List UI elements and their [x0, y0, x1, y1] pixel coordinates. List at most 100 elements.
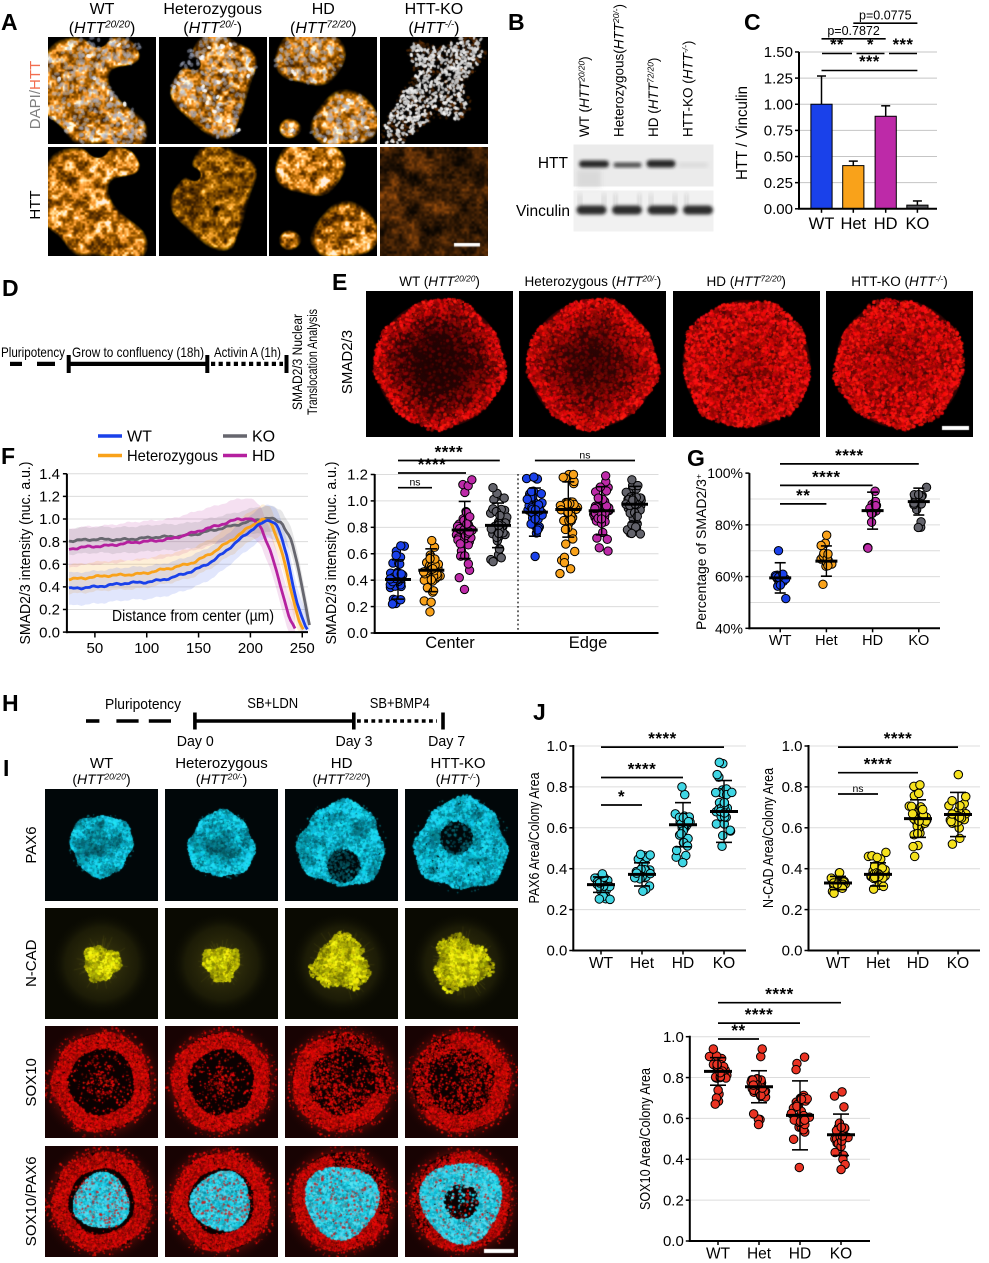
svg-text:0.2: 0.2 — [347, 599, 368, 616]
svg-text:Day 0: Day 0 — [177, 733, 214, 750]
svg-text:Heterozygous: Heterozygous — [163, 1, 262, 18]
svg-text:KO: KO — [905, 215, 929, 233]
svg-text:I: I — [3, 755, 9, 781]
svg-text:Het: Het — [815, 633, 838, 649]
svg-text:0.0: 0.0 — [663, 1233, 684, 1250]
svg-text:WT (HTT20/20): WT (HTT20/20) — [399, 274, 480, 289]
svg-text:Percentage of SMAD2/3+: Percentage of SMAD2/3+ — [693, 474, 709, 630]
svg-text:HTT / Vinculin: HTT / Vinculin — [734, 86, 751, 180]
svg-text:80%: 80% — [715, 517, 743, 533]
svg-text:HD: HD — [862, 633, 883, 649]
svg-text:ns: ns — [852, 783, 863, 795]
svg-text:100: 100 — [134, 640, 159, 657]
svg-text:Translocation Analysis: Translocation Analysis — [305, 309, 320, 415]
svg-text:0.0: 0.0 — [782, 943, 803, 960]
svg-text:200: 200 — [238, 640, 263, 657]
svg-text:0.8: 0.8 — [39, 534, 60, 551]
svg-text:**: ** — [830, 36, 844, 54]
svg-text:Heterozygous: Heterozygous — [127, 448, 218, 465]
svg-text:SOX10 Area/Colony Area: SOX10 Area/Colony Area — [637, 1067, 654, 1210]
svg-text:60%: 60% — [715, 569, 743, 585]
svg-text:Het: Het — [866, 955, 891, 972]
svg-text:SB+LDN: SB+LDN — [247, 696, 298, 712]
svg-text:1.0: 1.0 — [347, 493, 368, 510]
svg-text:HTT-KO (HTT-/-): HTT-KO (HTT-/-) — [851, 274, 947, 289]
svg-text:KO: KO — [252, 429, 275, 446]
svg-text:KO: KO — [908, 633, 929, 649]
svg-text:B: B — [508, 9, 525, 35]
svg-text:PAX6: PAX6 — [23, 826, 40, 863]
svg-text:Heterozygous(HTT20/-): Heterozygous(HTT20/-) — [611, 4, 626, 137]
svg-text:1.0: 1.0 — [39, 511, 60, 528]
svg-text:WT: WT — [809, 215, 835, 233]
svg-text:HD: HD — [874, 215, 898, 233]
svg-text:0.0: 0.0 — [39, 624, 60, 641]
svg-text:0.2: 0.2 — [39, 602, 60, 619]
svg-text:0.2: 0.2 — [663, 1192, 684, 1209]
svg-text:F: F — [1, 443, 15, 469]
svg-text:ns: ns — [579, 450, 590, 462]
svg-text:SMAD2/3 Nuclear: SMAD2/3 Nuclear — [290, 314, 305, 410]
svg-text:E: E — [332, 269, 347, 295]
svg-text:Day 3: Day 3 — [336, 733, 373, 750]
svg-text:0.4: 0.4 — [546, 861, 567, 878]
svg-text:(HTT72/20): (HTT72/20) — [312, 771, 370, 787]
svg-text:Het: Het — [630, 955, 655, 972]
svg-text:HD: HD — [331, 755, 353, 772]
svg-text:D: D — [2, 275, 19, 301]
svg-text:N-CAD Area/Colony Area: N-CAD Area/Colony Area — [760, 767, 777, 908]
svg-text:HD (HTT72/20): HD (HTT72/20) — [646, 58, 661, 137]
svg-text:HD (HTT72/20): HD (HTT72/20) — [706, 274, 785, 289]
svg-text:0.6: 0.6 — [663, 1111, 684, 1128]
svg-text:G: G — [687, 445, 705, 471]
svg-text:(HTT-/-): (HTT-/-) — [408, 20, 459, 37]
svg-text:****: **** — [648, 729, 676, 748]
svg-text:KO: KO — [830, 1246, 852, 1263]
svg-text:HTT: HTT — [538, 155, 569, 172]
svg-text:(HTT72/20): (HTT72/20) — [290, 20, 357, 37]
svg-text:ns: ns — [409, 477, 420, 489]
svg-text:0.4: 0.4 — [39, 579, 60, 596]
svg-text:SOX10/PAX6: SOX10/PAX6 — [23, 1156, 40, 1246]
svg-text:1.0: 1.0 — [546, 738, 567, 755]
svg-text:WT: WT — [769, 633, 792, 649]
svg-text:SB+BMP4: SB+BMP4 — [370, 696, 430, 712]
svg-text:Grow to confluency (18h): Grow to confluency (18h) — [72, 344, 204, 360]
svg-text:(HTT20/-): (HTT20/-) — [196, 771, 248, 787]
svg-text:Pluripotency: Pluripotency — [1, 344, 65, 360]
svg-text:250: 250 — [290, 640, 315, 657]
svg-text:WT: WT — [90, 1, 115, 18]
svg-text:Heterozygous (HTT20/-): Heterozygous (HTT20/-) — [525, 274, 662, 289]
svg-text:****: **** — [884, 729, 912, 748]
svg-text:PAX6 Area/Colony Area: PAX6 Area/Colony Area — [526, 772, 543, 904]
svg-text:HD: HD — [252, 448, 275, 465]
svg-text:Activin A (1h): Activin A (1h) — [214, 344, 281, 360]
svg-text:*: * — [618, 787, 625, 806]
svg-text:1.2: 1.2 — [347, 467, 368, 484]
svg-text:DAPI/HTT: DAPI/HTT — [27, 61, 44, 129]
svg-text:WT: WT — [706, 1246, 731, 1263]
svg-text:Heterozygous: Heterozygous — [175, 755, 268, 772]
svg-text:(HTT20/20): (HTT20/20) — [69, 20, 136, 37]
svg-text:0.8: 0.8 — [347, 520, 368, 537]
svg-text:HD: HD — [907, 955, 929, 972]
svg-text:HTT-KO (HTT-/-): HTT-KO (HTT-/-) — [680, 41, 695, 137]
svg-text:HD: HD — [672, 955, 694, 972]
svg-text:0.25: 0.25 — [764, 175, 793, 192]
svg-text:1.4: 1.4 — [39, 466, 60, 483]
svg-text:p=0.7872: p=0.7872 — [827, 24, 880, 38]
svg-text:WT: WT — [127, 429, 152, 446]
svg-text:0.6: 0.6 — [546, 820, 567, 837]
svg-text:***: *** — [893, 36, 914, 54]
svg-text:SMAD2/3 intensity (nuc. a.u.): SMAD2/3 intensity (nuc. a.u.) — [323, 462, 340, 645]
svg-text:***: *** — [859, 53, 880, 71]
svg-text:A: A — [1, 9, 18, 35]
svg-text:Vinculin: Vinculin — [516, 203, 570, 220]
svg-text:C: C — [744, 9, 761, 35]
svg-text:****: **** — [745, 1005, 773, 1024]
svg-text:SMAD2/3 intensity (nuc. a.u.): SMAD2/3 intensity (nuc. a.u.) — [17, 462, 34, 645]
svg-text:1.25: 1.25 — [764, 70, 793, 87]
svg-text:****: **** — [628, 760, 656, 779]
svg-text:150: 150 — [186, 640, 211, 657]
svg-text:HTT: HTT — [27, 190, 44, 219]
